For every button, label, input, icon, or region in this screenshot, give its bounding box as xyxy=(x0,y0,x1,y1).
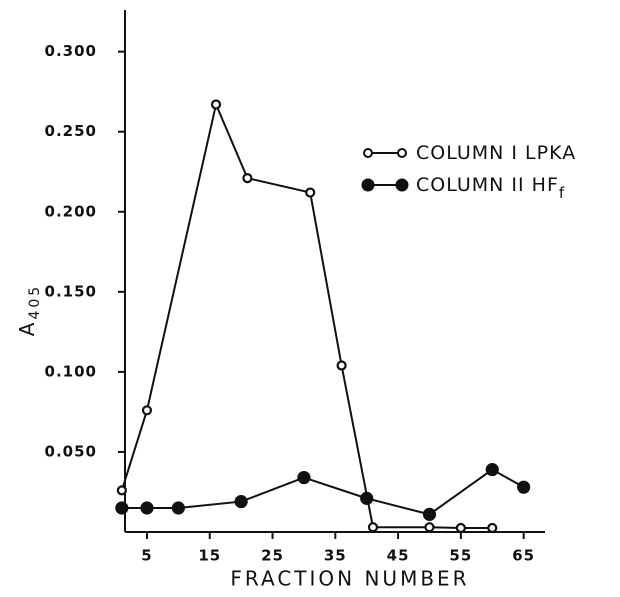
y-tick-label: 0.300 xyxy=(45,42,97,60)
series-line xyxy=(120,101,493,529)
data-point xyxy=(171,501,185,515)
legend-marker xyxy=(397,148,407,158)
legend-label-main: COLUMN I LPKA xyxy=(416,142,576,164)
x-tick-label: 55 xyxy=(449,547,472,565)
x-tick-label: 25 xyxy=(261,547,284,565)
y-tick-label: 0.250 xyxy=(45,122,97,140)
data-point xyxy=(487,522,498,534)
legend-label: COLUMN II HFf xyxy=(416,174,565,202)
data-point xyxy=(140,501,154,515)
data-point xyxy=(297,470,311,485)
legend-marker xyxy=(395,178,409,192)
data-point xyxy=(367,522,379,533)
data-point xyxy=(360,491,374,505)
data-point xyxy=(242,173,253,184)
data-point xyxy=(422,507,437,521)
x-tick-label: 5 xyxy=(141,547,152,565)
legend-label-main: COLUMN II HF xyxy=(416,174,559,196)
data-point xyxy=(455,522,466,534)
y-tick-label: 0.100 xyxy=(45,362,97,380)
x-tick-label: 65 xyxy=(512,547,535,565)
y-tick-label: 0.200 xyxy=(45,202,97,220)
data-point xyxy=(485,462,499,477)
data-point xyxy=(210,99,222,110)
legend-label-sub: f xyxy=(559,184,565,202)
data-point xyxy=(517,480,531,494)
y-axis-title-main: A xyxy=(15,320,39,337)
x-axis-title: FRACTION NUMBER xyxy=(230,567,469,591)
data-point xyxy=(141,405,153,416)
legend-marker xyxy=(361,178,375,192)
x-tick-label: 35 xyxy=(324,547,347,565)
data-point xyxy=(234,494,248,509)
data-point xyxy=(115,501,129,515)
data-point xyxy=(336,360,347,371)
data-point xyxy=(305,187,316,198)
y-axis-title-sub: 405 xyxy=(27,284,43,320)
legend-marker xyxy=(363,148,373,158)
y-tick-label: 0.150 xyxy=(45,282,97,300)
y-axis-title: A405 xyxy=(15,284,44,336)
x-tick-label: 45 xyxy=(387,547,410,565)
legend-label: COLUMN I LPKA xyxy=(416,142,576,164)
y-tick-label: 0.050 xyxy=(45,442,97,460)
x-tick-label: 15 xyxy=(198,547,221,565)
data-point xyxy=(424,522,435,533)
data-point xyxy=(116,485,127,496)
